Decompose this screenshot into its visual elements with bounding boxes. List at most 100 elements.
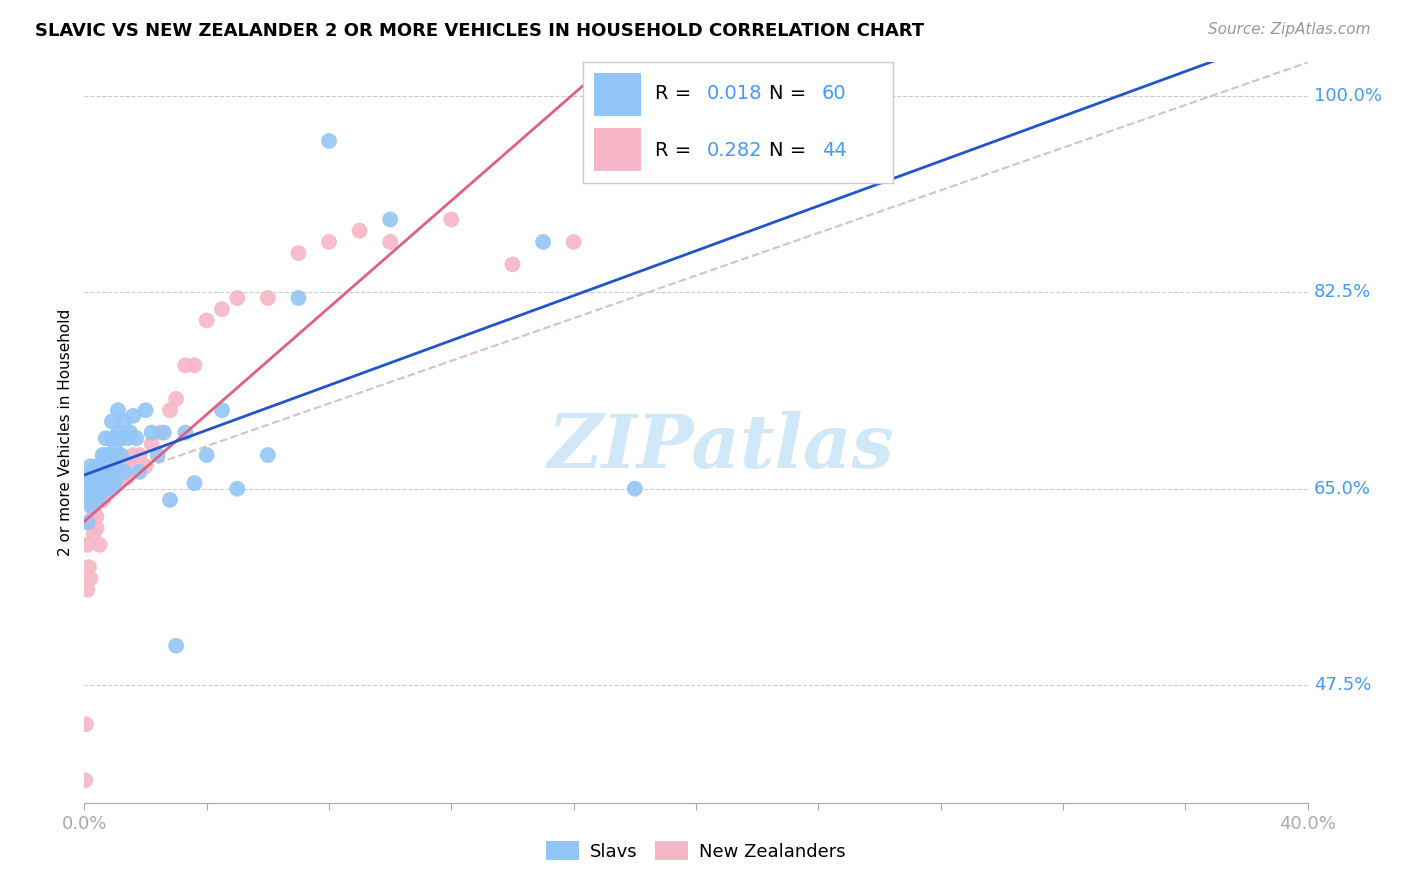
Text: 44: 44 [821,141,846,160]
Point [91,470,114,484]
Text: R =: R = [655,141,697,160]
Point [115,470,138,484]
Point [153,425,176,440]
Point [101,431,124,445]
Point [83,504,105,518]
Point [101,476,124,491]
Point [159,403,181,417]
Point [107,425,129,440]
Point [440,212,463,227]
Point [112,453,135,467]
Point [94,482,117,496]
Point [83,487,105,501]
Point [110,431,132,445]
Point [128,448,150,462]
Point [318,134,340,148]
Point [76,492,98,507]
Text: ZIPatlas: ZIPatlas [547,411,894,483]
Point [89,487,111,501]
Point [83,470,105,484]
Point [112,414,135,428]
Y-axis label: 2 or more Vehicles in Household: 2 or more Vehicles in Household [58,309,73,557]
Text: N =: N = [769,141,813,160]
Point [257,448,280,462]
FancyBboxPatch shape [595,72,641,116]
Point [318,235,340,249]
Point [110,470,132,484]
Point [83,482,105,496]
Point [112,465,135,479]
Point [135,459,157,474]
Point [195,448,218,462]
Point [79,499,101,513]
Point [125,431,148,445]
Point [83,526,105,541]
Point [86,492,108,507]
Point [76,582,98,597]
Point [94,431,117,445]
Point [226,482,249,496]
Text: R =: R = [655,84,697,103]
Point [149,425,172,440]
Point [141,437,163,451]
Point [79,516,101,530]
Point [89,487,111,501]
Point [146,448,169,462]
Point [104,459,127,474]
Point [380,212,402,227]
Point [79,482,101,496]
Point [211,403,233,417]
Point [75,470,97,484]
Point [89,482,111,496]
Text: 82.5%: 82.5% [1313,284,1371,301]
Point [120,459,142,474]
Point [562,235,585,249]
Point [107,465,129,479]
Point [97,448,120,462]
Point [79,459,101,474]
Point [165,639,187,653]
Point [94,465,117,479]
Point [122,409,145,423]
Point [104,442,127,457]
Point [110,448,132,462]
Point [287,291,309,305]
Point [75,773,97,788]
Point [89,470,111,484]
Point [183,359,205,373]
Point [77,560,100,574]
Text: 47.5%: 47.5% [1313,676,1371,694]
Point [349,224,371,238]
Point [97,470,120,484]
Point [104,459,127,474]
Text: 0.018: 0.018 [707,84,762,103]
Point [122,448,145,462]
Point [107,403,129,417]
Text: 100.0%: 100.0% [1313,87,1382,105]
Point [83,465,105,479]
FancyBboxPatch shape [595,128,641,171]
Point [91,448,114,462]
Legend: Slavs, New Zealanders: Slavs, New Zealanders [540,834,852,868]
Text: 65.0%: 65.0% [1313,480,1371,498]
Point [159,492,181,507]
Point [128,465,150,479]
Point [97,465,120,479]
Point [86,509,108,524]
Text: 0.282: 0.282 [707,141,763,160]
Point [502,257,524,271]
Point [79,571,101,585]
Point [94,482,117,496]
Point [91,492,114,507]
Text: Source: ZipAtlas.com: Source: ZipAtlas.com [1208,22,1371,37]
Point [97,482,120,496]
Point [77,476,100,491]
Point [86,459,108,474]
Point [135,403,157,417]
Text: N =: N = [769,84,813,103]
Point [94,448,117,462]
Point [101,414,124,428]
Text: SLAVIC VS NEW ZEALANDER 2 OR MORE VEHICLES IN HOUSEHOLD CORRELATION CHART: SLAVIC VS NEW ZEALANDER 2 OR MORE VEHICL… [35,22,924,40]
Point [531,235,554,249]
Point [91,470,114,484]
